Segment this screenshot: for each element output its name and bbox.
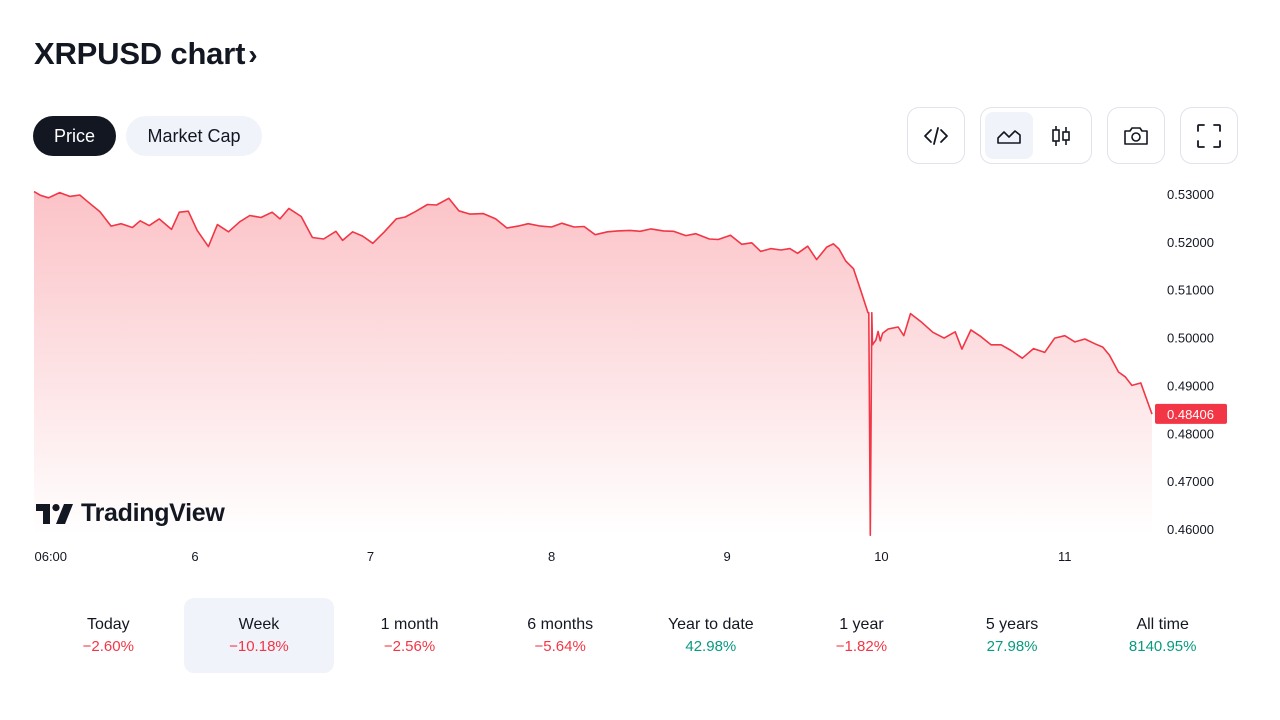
last-price-badge [1155,403,1227,424]
page-title[interactable]: XRPUSD chart › [34,36,258,72]
y-axis-tick-label: 0.46000 [1167,522,1214,537]
period-button-6-months[interactable]: 6 months −5.64% [485,598,636,673]
period-label: 5 years [985,616,1039,633]
period-label: Today [86,616,130,633]
x-axis-tick-label: 8 [548,549,555,564]
camera-icon [1124,126,1148,145]
y-axis-tick-label: 0.50000 [1167,331,1214,346]
x-axis-tick-label: 11 [1058,549,1072,564]
embed-button[interactable] [907,107,965,164]
last-price-label: 0.48406 [1167,407,1214,422]
period-change-value: 27.98% [986,638,1038,655]
page-title-text[interactable]: XRPUSD chart [34,36,246,71]
tradingview-logo[interactable]: TradingView [36,499,225,528]
price-line [33,190,1153,536]
x-axis-tick-label: 7 [367,549,374,564]
screenshot-button[interactable] [1107,107,1165,164]
y-axis-tick-label: 0.49000 [1167,378,1214,393]
y-axis-tick-label: 0.47000 [1167,474,1214,489]
period-label: Year to date [667,616,754,633]
x-axis-tick-label: 10 [874,549,888,564]
y-axis-tick-label: 0.51000 [1167,283,1214,298]
y-axis-tick-label: 0.53000 [1167,187,1214,202]
tradingview-logo-icon [36,503,73,524]
period-button-all-time[interactable]: All time 8140.95% [1087,598,1238,673]
x-axis-tick-label: 06:00 [34,549,67,564]
period-change-value: −1.82% [835,638,888,655]
period-change-value: −2.60% [82,638,134,655]
y-axis-tick-label: 0.48000 [1167,426,1214,441]
fullscreen-icon [1197,123,1221,148]
chevron-right-icon[interactable]: › [248,39,258,70]
period-label: 6 months [527,616,594,633]
period-button-1-month[interactable]: 1 month −2.56% [334,598,485,673]
x-axis-tick-label: 6 [191,549,198,564]
period-label: 1 month [380,616,439,633]
area-style-button[interactable] [985,112,1033,159]
period-change-value: −5.64% [534,638,586,655]
period-button-today[interactable]: Today −2.60% [33,598,184,673]
tab-price[interactable]: Price [33,116,116,156]
candlestick-icon [1052,125,1070,146]
price-chart-svg[interactable]: 0.53000 0.52000 0.51000 0.50000 0.49000 0.480… [0,170,1280,570]
tab-market-cap[interactable]: Market Cap [126,116,262,156]
x-axis-tick-label: 9 [724,549,731,564]
period-label: Week [238,616,280,633]
candles-style-button[interactable] [1037,112,1085,159]
period-label: 1 year [839,616,884,633]
chart-style-group [980,107,1092,164]
price-chart[interactable]: 0.53000 0.52000 0.51000 0.50000 0.49000 0.480… [0,170,1280,570]
period-button-1-year[interactable]: 1 year −1.82% [786,598,937,673]
price-area-fill [34,191,1152,536]
period-change-value: 8140.95% [1128,638,1197,655]
code-embed-icon [924,126,948,145]
area-chart-icon [997,129,1021,144]
period-button-5-years[interactable]: 5 years 27.98% [937,598,1088,673]
period-button-week[interactable]: Week −10.18% [183,598,335,673]
period-change-value: 42.98% [685,638,737,655]
period-label: All time [1136,616,1189,633]
tradingview-logo-text: TradingView [81,499,225,527]
y-axis-tick-label: 0.52000 [1167,235,1214,250]
period-performance-bar: Today −2.60% Week −10.18% 1 month −2.56% 6 mon… [33,598,1238,673]
period-change-value: −2.56% [383,638,436,655]
fullscreen-button[interactable] [1180,107,1238,164]
period-button-year-to-date[interactable]: Year to date 42.98% [636,598,787,673]
period-change-value: −10.18% [229,638,289,655]
